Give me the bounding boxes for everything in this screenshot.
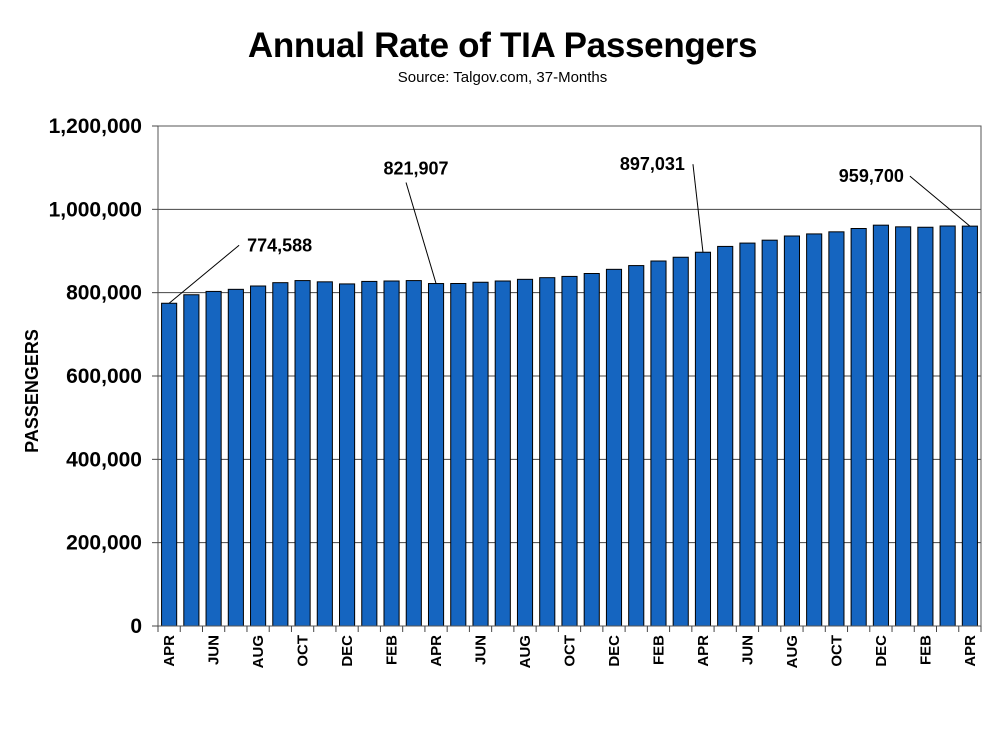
bar	[672, 256, 689, 627]
x-tick-label: OCT	[828, 635, 845, 667]
bar	[783, 235, 800, 627]
bar	[183, 294, 200, 627]
annotations: 774,588 821,907 897,031 959,700	[168, 154, 971, 304]
x-tick-label: APR	[695, 635, 712, 667]
x-tick-label: APR	[161, 635, 178, 667]
bar	[494, 280, 511, 627]
bar	[339, 283, 356, 627]
bar	[583, 273, 600, 627]
x-tick-label: AUG	[517, 635, 534, 668]
bar	[250, 285, 267, 627]
bar	[961, 225, 978, 627]
bar	[561, 275, 578, 627]
bar	[828, 231, 845, 627]
bar	[605, 268, 623, 627]
bar	[205, 290, 222, 627]
bar	[650, 260, 667, 627]
x-tick-label: DEC	[606, 635, 623, 667]
bar	[917, 226, 934, 627]
bar	[316, 281, 333, 627]
annotation-label: 959,700	[839, 166, 904, 186]
bar	[472, 281, 489, 627]
y-tick-label: 200,000	[66, 532, 142, 555]
x-tick-label: DEC	[339, 635, 356, 667]
x-tick-label: JUN	[739, 635, 756, 665]
x-tick-label: DEC	[873, 635, 890, 667]
x-tick-label: OCT	[295, 635, 312, 667]
bar	[539, 277, 556, 627]
x-axis-ticks: APR JUN AUG OCT DEC FEB APR JUN AUG OCT DEC FEB APR J…	[157, 626, 982, 668]
bar	[939, 225, 956, 627]
x-tick-label: FEB	[650, 635, 667, 665]
bar	[872, 224, 889, 627]
bar	[272, 282, 289, 627]
y-axis-ticks: 0 200,000 400,000 600,000 800,000 1,000,000 1,…	[49, 115, 158, 638]
y-tick-label: 0	[130, 615, 142, 638]
y-tick-label: 1,000,000	[49, 198, 142, 221]
chart-title: Annual Rate of TIA Passengers	[247, 26, 758, 65]
bar	[806, 233, 823, 627]
bar	[895, 226, 912, 627]
annotation-leader-line	[405, 182, 437, 284]
x-tick-label: JUN	[473, 635, 490, 665]
bar	[628, 265, 645, 627]
bar	[450, 283, 467, 627]
annotation-leader-line	[692, 164, 704, 253]
x-tick-label: APR	[962, 635, 979, 667]
bar	[694, 251, 712, 627]
x-tick-label: AUG	[250, 635, 267, 668]
bar	[383, 280, 400, 627]
y-axis-label: PASSENGERS	[22, 329, 42, 453]
bar	[739, 242, 756, 627]
annotation-label: 897,031	[620, 154, 685, 174]
annotation-leader-line	[168, 244, 240, 304]
annotation-leader-line	[909, 175, 971, 227]
bar	[761, 239, 778, 627]
bar	[850, 228, 867, 627]
y-tick-label: 400,000	[66, 448, 142, 471]
chart-subtitle: Source: Talgov.com, 37-Months	[397, 69, 608, 86]
x-tick-label: JUN	[206, 635, 223, 665]
bar	[227, 288, 244, 627]
x-tick-label: AUG	[784, 635, 801, 668]
bar	[717, 245, 734, 627]
y-tick-label: 600,000	[66, 365, 142, 388]
bar	[161, 302, 178, 627]
bars	[161, 224, 978, 627]
bar	[361, 280, 378, 627]
x-tick-label: APR	[428, 635, 445, 667]
bar	[516, 278, 534, 627]
bar	[405, 280, 422, 627]
bar	[294, 280, 311, 627]
annotation-label: 821,907	[384, 159, 449, 179]
y-tick-label: 1,200,000	[49, 115, 142, 138]
bar	[427, 283, 445, 627]
x-tick-label: FEB	[917, 635, 934, 665]
y-tick-label: 800,000	[66, 282, 142, 305]
x-tick-label: OCT	[562, 635, 579, 667]
x-tick-label: FEB	[384, 635, 401, 665]
annotation-label: 774,588	[247, 235, 312, 255]
